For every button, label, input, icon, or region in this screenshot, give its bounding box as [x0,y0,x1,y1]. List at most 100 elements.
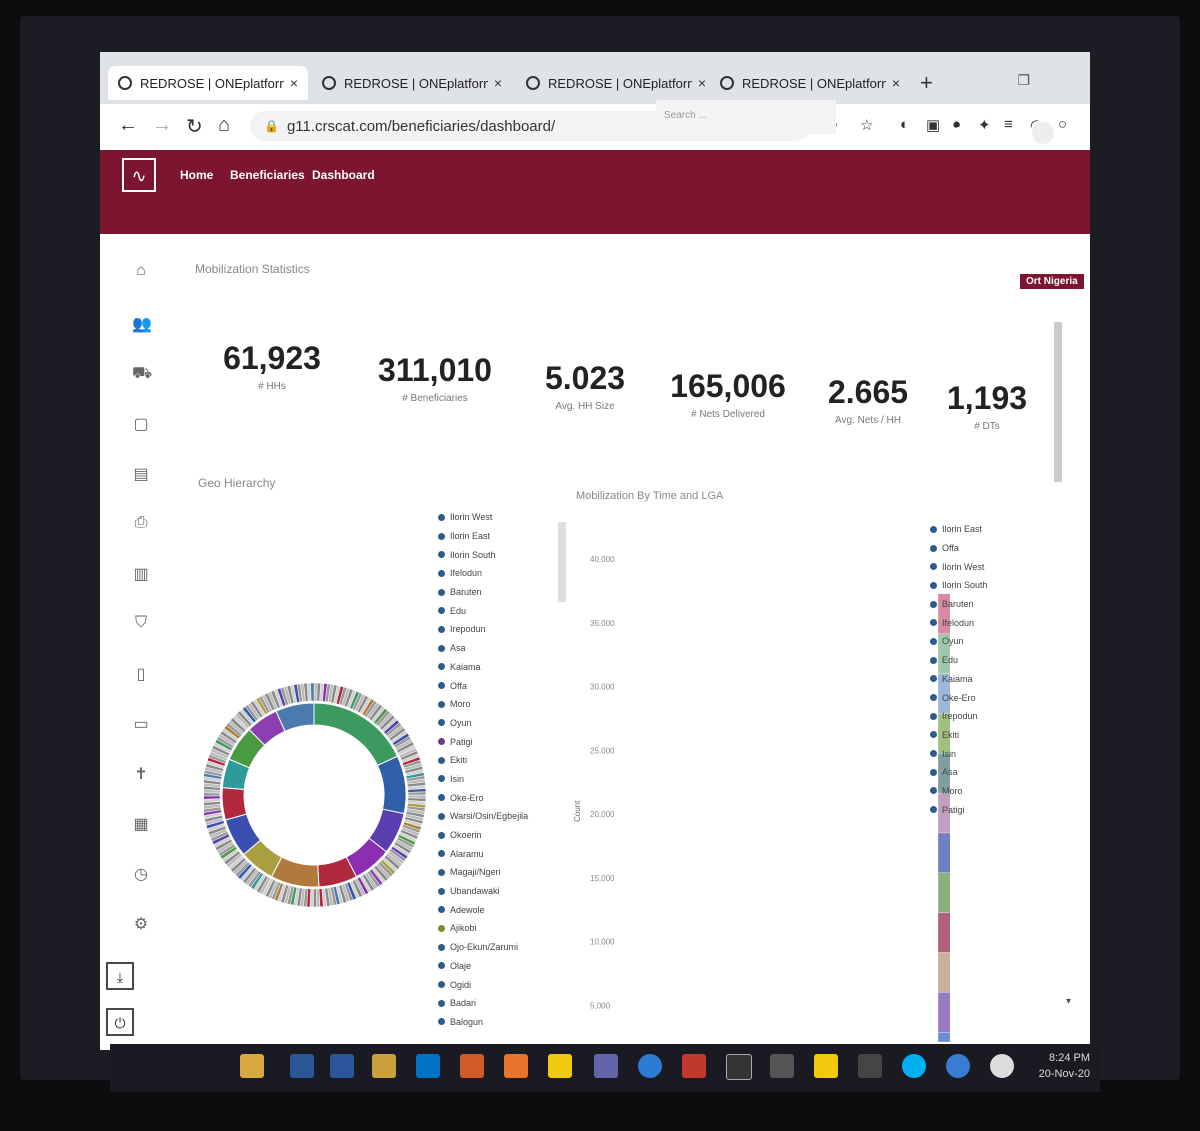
legend-item[interactable]: Magaji/Ngeri [438,863,528,882]
tablet-icon[interactable]: ▢ [133,416,149,433]
legend-item[interactable]: Kaiama [438,658,528,677]
legend-item[interactable]: Ekiti [438,751,528,770]
powerbi-icon[interactable] [548,1054,572,1078]
download-icon[interactable]: ⤓ [106,962,134,990]
legend-item[interactable]: Ifelodun [930,613,988,632]
outlook-icon[interactable] [416,1054,440,1078]
app-icon[interactable] [946,1054,970,1078]
calendar-icon[interactable]: ▤ [133,466,149,483]
legend-item[interactable]: Moro [438,695,528,714]
legend-item[interactable]: Isin [438,770,528,789]
extension-icon[interactable]: ▣ [926,117,941,134]
scroll-down-icon[interactable]: ▾ [1066,996,1072,1007]
document-icon[interactable]: ▦ [133,816,149,833]
extensions-puzzle-icon[interactable]: ✦ [978,117,991,134]
cart-icon[interactable]: ⛟ [132,365,153,382]
nav-dashboard[interactable]: Dashboard [312,168,375,182]
history-icon[interactable]: ◷ [134,866,148,883]
legend-item[interactable]: Ilorin West [930,557,988,576]
legend-item[interactable]: Ilorin South [438,545,528,564]
extension-icon[interactable]: ● [952,116,962,133]
new-tab-button[interactable]: + [920,70,933,95]
close-icon[interactable]: × [891,75,900,91]
legend-item[interactable]: Ojo-Ekun/Zarumi [438,938,528,957]
legend-item[interactable]: Ogidi [438,975,528,994]
legend-scrollbar[interactable] [558,522,566,602]
legend-item[interactable]: Edu [438,601,528,620]
close-icon[interactable]: × [493,75,502,91]
home-icon[interactable]: ⌂ [218,114,231,136]
legend-item[interactable]: Ilorin West [438,508,528,527]
legend-item[interactable]: Oke-Ero [930,688,988,707]
legend-item[interactable]: Ilorin East [930,520,988,539]
tab-3[interactable]: REDROSE | ONEplatform × [516,66,716,100]
file-explorer-icon[interactable] [240,1054,264,1078]
legend-item[interactable]: Irepodun [438,620,528,639]
legend-item[interactable]: Patigi [438,732,528,751]
app-icon[interactable] [858,1054,882,1078]
legend-item[interactable]: Ifelodun [438,564,528,583]
legend-item[interactable]: Offa [930,539,988,558]
word-icon[interactable] [330,1054,354,1078]
card-icon[interactable]: ▭ [133,716,149,733]
legend-item[interactable]: Ilorin South [930,576,988,595]
legend-item[interactable]: Offa [438,676,528,695]
legend-item[interactable]: Oke-Ero [438,788,528,807]
reload-icon[interactable]: ↻ [186,116,203,138]
legend-item[interactable]: Adewole [438,900,528,919]
app-icon[interactable] [726,1054,752,1080]
nav-beneficiaries[interactable]: Beneficiaries [230,168,305,182]
user-name[interactable]: selfed.gemie@suara [940,126,1047,138]
app-icon[interactable] [990,1054,1014,1078]
legend-item[interactable]: Moro [930,782,988,801]
extension-icon[interactable]: ◐ [900,116,910,133]
app-icon[interactable] [814,1054,838,1078]
legend-item[interactable]: Balogun [438,1013,528,1032]
nav-home[interactable]: Home [180,168,214,182]
legend-item[interactable]: Warsi/Osin/Egbejila [438,807,528,826]
app-icon[interactable] [682,1054,706,1078]
app-icon[interactable] [372,1054,396,1078]
media-icon[interactable]: ≡ [1004,116,1013,133]
legend-item[interactable]: Asa [930,763,988,782]
legend-item[interactable]: Baruten [438,583,528,602]
legend-item[interactable]: Oyun [438,714,528,733]
legend-item[interactable]: Ajikobi [438,919,528,938]
power-icon[interactable]: ⏻ [106,1008,134,1036]
shield-icon[interactable]: ⛉ [134,614,147,631]
app-icon[interactable] [770,1054,794,1078]
legend-item[interactable]: Edu [930,651,988,670]
restore-window-icon[interactable]: ❐ [1017,72,1030,88]
global-search-input[interactable]: Search ... [656,100,836,134]
skype-icon[interactable] [902,1054,926,1078]
page-scrollbar[interactable] [1054,322,1062,482]
tab-2[interactable]: REDROSE | ONEplatform × [312,66,512,100]
legend-item[interactable]: Ilorin East [438,527,528,546]
clipboard-icon[interactable]: ▥ [133,566,149,583]
legend-item[interactable]: Patigi [930,800,988,819]
avatar[interactable] [1030,120,1056,146]
vlc-icon[interactable] [504,1054,528,1078]
legend-item[interactable]: Asa [438,639,528,658]
legend-item[interactable]: Ubandawaki [438,882,528,901]
mobile-icon[interactable]: ▯ [136,666,146,683]
redrose-logo-icon[interactable]: ∿ [122,158,156,192]
menu-icon[interactable]: ○ [1058,116,1068,133]
legend-item[interactable]: Olaje [438,957,528,976]
legend-item[interactable]: Oyun [930,632,988,651]
legend-item[interactable]: Ekiti [930,726,988,745]
language-select[interactable]: ENGLISH [862,128,911,140]
legend-item[interactable]: Isin [930,744,988,763]
back-icon[interactable]: ← [118,114,138,136]
users-icon[interactable]: 👥 [132,316,152,333]
star-icon[interactable]: ☆ [860,117,874,134]
tab-4[interactable]: REDROSE | ONEplatform × [710,66,910,100]
tab-1[interactable]: REDROSE | ONEplatform × [108,66,308,100]
store-icon[interactable] [290,1054,314,1078]
app-icon[interactable] [638,1054,662,1078]
legend-item[interactable]: Kaiama [930,670,988,689]
forward-icon[interactable]: → [152,114,172,136]
close-icon[interactable]: × [697,75,706,91]
close-icon[interactable]: × [289,75,298,91]
legend-item[interactable]: Irepodun [930,707,988,726]
